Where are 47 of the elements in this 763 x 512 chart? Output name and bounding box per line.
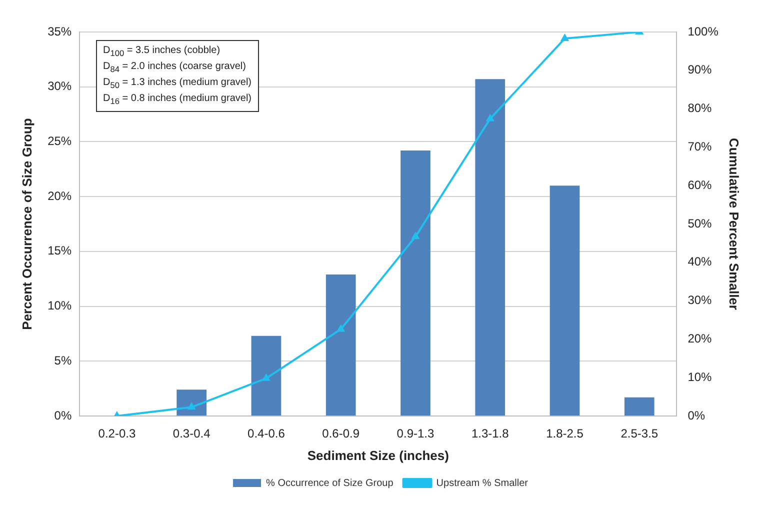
y2-tick-label: 10% [688,370,712,384]
y2-tick-label: 70% [688,140,712,154]
legend-label: Upstream % Smaller [436,478,529,489]
legend-label: % Occurrence of Size Group [266,478,394,489]
y2-axis-title: Cumulative Percent Smaller [726,138,742,310]
y-tick-label: 35% [48,24,72,38]
y2-tick-label: 20% [688,332,712,346]
bar [326,274,356,416]
x-tick-label: 0.2-0.3 [98,426,136,441]
y-tick-label: 30% [48,79,72,94]
bar [475,79,506,416]
y2-tick-label: 0% [688,408,706,422]
y-tick-label: 5% [54,353,72,368]
y2-tick-label: 30% [688,293,712,308]
x-tick-label: 2.5-3.5 [620,426,658,441]
x-tick-label: 1.8-2.5 [546,426,584,441]
y2-tick-label: 100% [688,24,719,38]
x-tick-label: 0.4-0.6 [248,426,286,441]
y2-tick-label: 60% [688,178,712,192]
y2-tick-label: 80% [688,101,712,116]
y-tick-label: 10% [48,298,72,313]
point [337,325,344,332]
x-tick-label: 0.3-0.4 [172,426,211,441]
annotation: D$_{16}$ = 0.8 inches (medium gravel) [103,92,252,108]
bar [550,186,580,416]
x-tick-label: 0.9-1.3 [396,426,434,441]
y2-tick-label: 40% [688,254,712,269]
bar [400,150,430,416]
y2-tick-label: 50% [688,216,712,230]
annotation: D$_{84}$ = 2.0 inches (coarse gravel) [103,60,247,76]
y-tick-label: 0% [54,408,72,422]
bar [624,397,654,416]
x-tick-label: 0.6-0.9 [322,426,360,441]
y-tick-label: 25% [48,134,72,148]
point [561,34,568,42]
y-tick-label: 20% [48,188,72,203]
x-tick-label: 1.3-1.8 [471,426,510,441]
annotation: D$_{50}$ = 1.3 inches (medium gravel) [103,76,252,92]
annotation: D$_{100}$ = 3.5 inches (cobble) [103,44,222,60]
bar [251,336,282,416]
x-axis-title: Sediment Size (inches) [307,448,449,463]
y-axis-title: Percent Occurrence of Size Group [19,118,34,330]
point [486,114,494,122]
point [412,232,420,240]
point [262,374,270,381]
y2-tick-label: 90% [688,62,712,77]
y-tick-label: 15% [48,244,72,258]
